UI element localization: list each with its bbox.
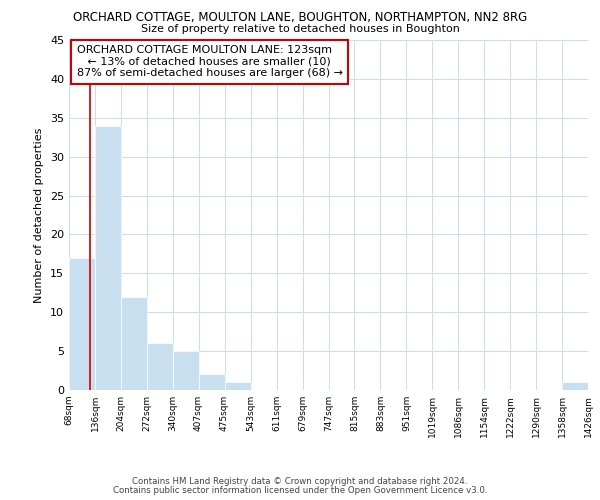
Y-axis label: Number of detached properties: Number of detached properties <box>34 128 44 302</box>
Text: ORCHARD COTTAGE, MOULTON LANE, BOUGHTON, NORTHAMPTON, NN2 8RG: ORCHARD COTTAGE, MOULTON LANE, BOUGHTON,… <box>73 12 527 24</box>
Bar <box>199 374 224 390</box>
Bar <box>69 258 95 390</box>
Bar <box>95 126 121 390</box>
Bar <box>147 344 173 390</box>
Bar <box>562 382 588 390</box>
Text: Size of property relative to detached houses in Boughton: Size of property relative to detached ho… <box>140 24 460 34</box>
Text: Contains public sector information licensed under the Open Government Licence v3: Contains public sector information licen… <box>113 486 487 495</box>
Bar <box>121 296 147 390</box>
Bar <box>224 382 251 390</box>
Bar <box>173 351 199 390</box>
Text: Contains HM Land Registry data © Crown copyright and database right 2024.: Contains HM Land Registry data © Crown c… <box>132 477 468 486</box>
Text: ORCHARD COTTAGE MOULTON LANE: 123sqm
   ← 13% of detached houses are smaller (10: ORCHARD COTTAGE MOULTON LANE: 123sqm ← 1… <box>77 46 343 78</box>
